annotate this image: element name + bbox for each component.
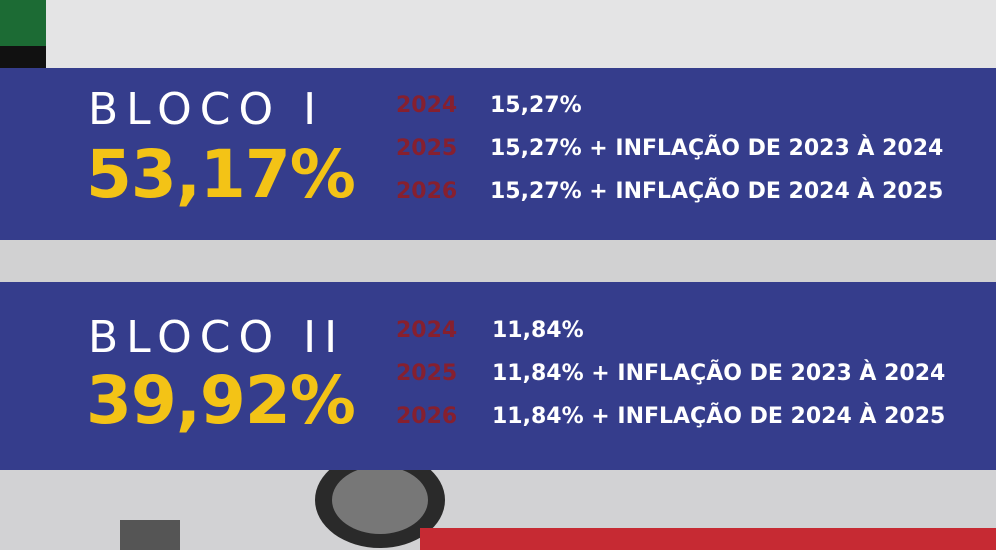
row-text: 15,27% xyxy=(490,93,582,118)
row-text: 11,84% + INFLAÇÃO DE 2023 À 2024 xyxy=(492,361,946,386)
block-percentage: 53,17% xyxy=(86,136,356,213)
year: 2026 xyxy=(396,404,458,429)
row-text: 15,27% + INFLAÇÃO DE 2024 À 2025 xyxy=(490,179,944,204)
block-title: BLOCO II xyxy=(88,312,346,363)
row-text: 15,27% + INFLAÇÃO DE 2023 À 2024 xyxy=(490,136,944,161)
row-text: 11,84% xyxy=(492,318,584,343)
block-percentage: 39,92% xyxy=(86,362,356,439)
year: 2026 xyxy=(396,179,458,204)
block-band xyxy=(0,68,996,240)
red-band xyxy=(420,528,996,550)
year: 2025 xyxy=(396,361,458,386)
year: 2025 xyxy=(396,136,458,161)
year: 2024 xyxy=(396,318,458,343)
row-text: 11,84% + INFLAÇÃO DE 2024 À 2025 xyxy=(492,404,946,429)
block-band xyxy=(0,282,996,470)
year: 2024 xyxy=(396,93,458,118)
block-title: BLOCO I xyxy=(88,84,325,135)
